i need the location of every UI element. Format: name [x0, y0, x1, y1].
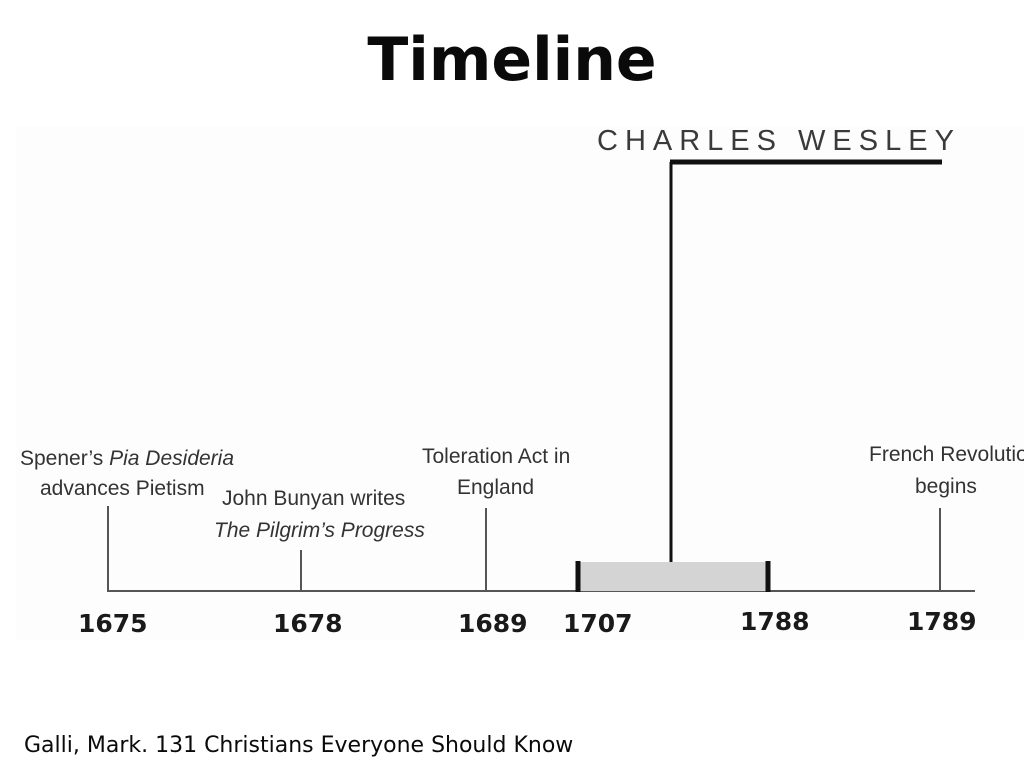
event-1675-label-line2: advances Pietism [40, 477, 205, 500]
event-1689-label-line1: Toleration Act in [422, 445, 570, 468]
year-1675-label: 1675 [78, 609, 148, 638]
person-name-label: CHARLES WESLEY [597, 125, 961, 157]
year-1689-label: 1689 [458, 609, 528, 638]
slide-title: Timeline [367, 25, 657, 95]
event-1678-label-line1: John Bunyan writes [222, 487, 405, 510]
source-citation: Galli, Mark. 131 Christians Everyone Sho… [24, 733, 574, 758]
event-1789-label-line2: begins [915, 475, 977, 498]
event-1678-label-line2: The Pilgrim’s Progress [214, 519, 425, 542]
diagram-background [16, 126, 1024, 640]
lifespan-bar [578, 562, 768, 591]
year-1789-label: 1789 [907, 607, 977, 636]
year-1678-label: 1678 [273, 609, 343, 638]
year-1707-label: 1707 [563, 609, 633, 638]
event-1675-label-line1: Spener’s Pia Desideria [20, 447, 234, 470]
event-1689-label-line2: England [457, 476, 534, 499]
year-1788-label: 1788 [740, 607, 810, 636]
event-1789-label-line1: French Revolution [869, 443, 1024, 466]
